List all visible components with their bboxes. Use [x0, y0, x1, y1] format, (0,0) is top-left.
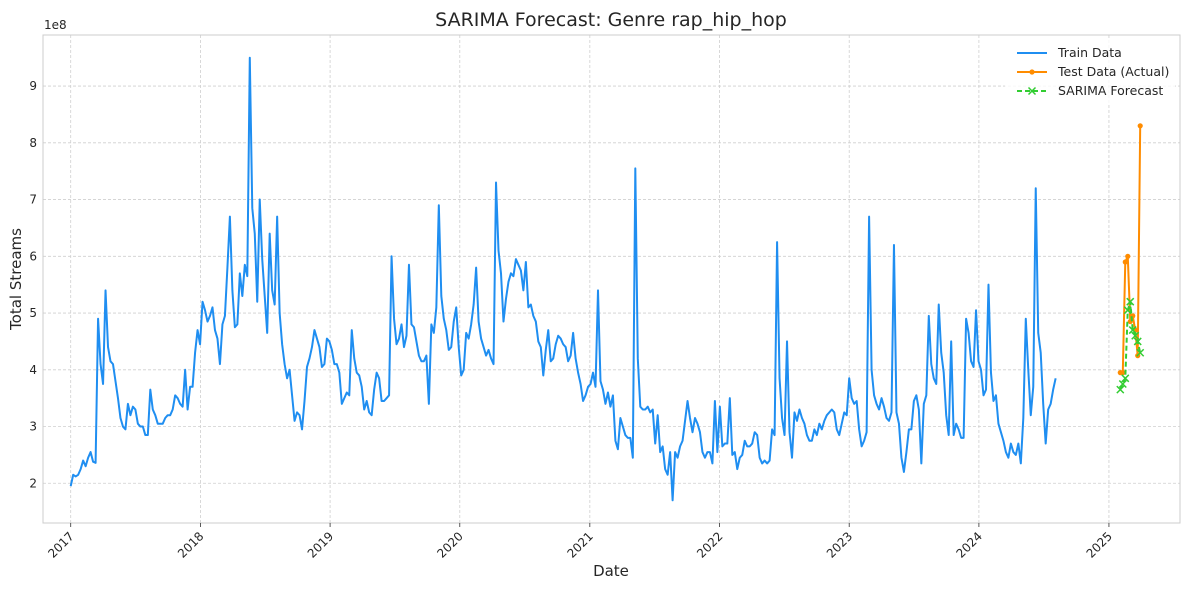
legend-label-test: Test Data (Actual)	[1057, 64, 1169, 79]
legend-marker-forecast	[1027, 86, 1037, 96]
y-tick-label: 6	[29, 249, 37, 263]
y-axis-label: Total Streams	[7, 228, 25, 331]
forecast-point	[1133, 337, 1142, 346]
test-data-point	[1122, 259, 1128, 265]
forecast-point	[1118, 379, 1127, 389]
legend-item-test: Test Data (Actual)	[1017, 64, 1169, 79]
y-tick-label: 5	[29, 306, 37, 320]
y-tick-label: 9	[29, 79, 37, 93]
y-tick-label: 8	[29, 136, 37, 150]
legend-label-train: Train Data	[1057, 45, 1122, 60]
chart-title: SARIMA Forecast: Genre rap_hip_hop	[435, 9, 787, 31]
y-tick-label: 7	[29, 193, 37, 207]
legend-item-train: Train Data	[1017, 45, 1122, 60]
x-axis-label: Date	[593, 562, 629, 580]
legend-label-forecast: SARIMA Forecast	[1058, 83, 1163, 98]
y-tick-label: 2	[29, 476, 37, 490]
y-tick-label: 3	[29, 420, 37, 434]
test-data-point	[1125, 253, 1131, 259]
series-line-0	[69, 56, 1057, 502]
forecast-point	[1121, 374, 1130, 383]
y-offset-label: 1e8	[44, 18, 67, 32]
forecast-point	[1116, 385, 1125, 394]
legend: Train Data Test Data (Actual) SARIMA For…	[1005, 40, 1175, 104]
test-data-point	[1137, 123, 1143, 129]
legend-marker-test	[1029, 69, 1035, 75]
legend-item-forecast: SARIMA Forecast	[1017, 83, 1163, 98]
forecast-point	[1131, 331, 1140, 340]
plot-area-frame	[42, 34, 1181, 524]
series-layer	[69, 56, 1145, 502]
y-tick-label: 4	[29, 363, 37, 377]
forecast-point	[1128, 326, 1137, 335]
forecast-point	[1123, 306, 1132, 315]
forecast-point	[1126, 297, 1135, 306]
test-data-point	[1120, 370, 1126, 376]
forecast-point	[1136, 348, 1145, 357]
